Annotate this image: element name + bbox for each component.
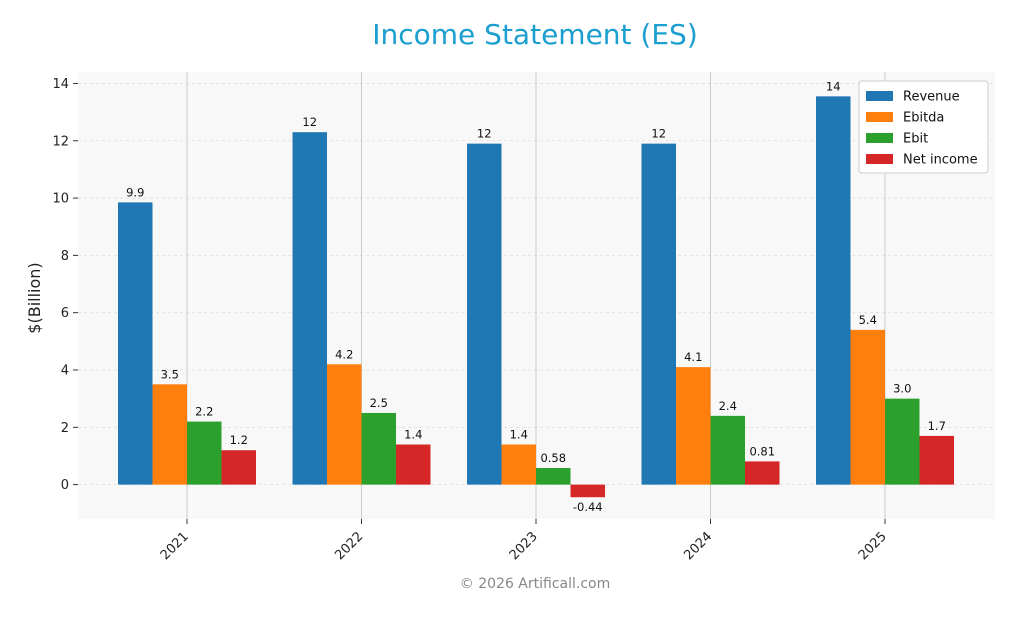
bar-net-income (221, 450, 256, 485)
data-label: 5.4 (859, 313, 877, 327)
bar-ebitda (850, 329, 885, 485)
data-label: 1.4 (510, 428, 528, 442)
x-tick-label: 2024 (681, 529, 715, 563)
legend-entry: Net income (903, 153, 978, 168)
data-label: 2.2 (195, 405, 213, 419)
x-tick-label: 2023 (507, 529, 541, 563)
x-tick-label: 2025 (856, 529, 890, 563)
bar-net-income (570, 484, 605, 498)
x-tick-label: 2021 (158, 529, 192, 563)
data-label: 4.2 (335, 347, 353, 361)
data-labels: 9.9 3.5 2.2 1.2 12 4.2 2.5 1.4 12 1.4 0.58 -0.44 12 4… (126, 79, 946, 514)
chart-title: Income Statement (ES) (372, 18, 698, 51)
bars (118, 96, 954, 498)
data-label: 9.9 (126, 185, 144, 199)
bar-revenue (292, 132, 327, 485)
legend-swatch (866, 154, 893, 164)
bar-ebit (536, 467, 571, 485)
legend-entry: Ebitda (903, 111, 944, 126)
y-axis-label: $(Billion) (25, 262, 44, 333)
bar-revenue (118, 202, 153, 485)
bar-revenue (641, 143, 676, 485)
y-tick-label: 0 (61, 478, 69, 493)
data-label: 14 (826, 79, 841, 93)
legend-box (858, 80, 989, 174)
data-label: 12 (302, 115, 317, 129)
legend-entry: Revenue (903, 90, 960, 105)
data-label: 0.58 (540, 451, 566, 465)
data-label: 1.7 (928, 419, 946, 433)
bar-ebit (187, 421, 222, 485)
data-label: 1.2 (230, 433, 248, 447)
x-axis: 2021 2022 2023 2024 2025 (158, 519, 890, 563)
y-tick-label: 14 (52, 77, 69, 92)
data-label: 4.1 (684, 350, 702, 364)
bar-net-income (919, 435, 954, 485)
y-tick-label: 6 (61, 306, 69, 321)
legend-swatch (866, 133, 893, 143)
data-label: 0.81 (749, 444, 775, 458)
bar-revenue (467, 143, 502, 485)
bar-net-income (396, 444, 431, 485)
bar-ebitda (501, 444, 536, 485)
data-label: 1.4 (404, 428, 422, 442)
y-tick-label: 12 (52, 134, 69, 149)
bar-ebitda (152, 384, 187, 485)
y-tick-label: 10 (52, 192, 69, 207)
y-tick-label: 8 (61, 249, 69, 264)
bar-ebitda (676, 367, 711, 485)
y-tick-label: 4 (61, 364, 69, 379)
legend-swatch (866, 112, 893, 122)
legend: Revenue Ebitda Ebit Net income (858, 80, 989, 174)
data-label: 3.0 (893, 382, 911, 396)
legend-entry: Ebit (903, 132, 928, 147)
x-tick-label: 2022 (332, 529, 366, 563)
data-label: -0.44 (573, 500, 603, 514)
bar-ebit (710, 415, 745, 485)
data-label: 2.4 (719, 399, 737, 413)
data-label: 2.5 (370, 396, 388, 410)
bar-ebit (361, 412, 396, 485)
bar-net-income (745, 461, 780, 485)
bar-ebit (885, 398, 920, 485)
data-label: 3.5 (161, 367, 179, 381)
footer-copyright: © 2026 Artificall.com (459, 576, 611, 592)
bar-ebitda (327, 364, 362, 485)
bar-revenue (816, 96, 851, 485)
y-tick-label: 2 (61, 421, 69, 436)
legend-swatch (866, 91, 893, 101)
data-label: 12 (477, 127, 492, 141)
data-label: 12 (651, 127, 666, 141)
y-axis: 0 2 4 6 8 10 12 14 (52, 77, 78, 493)
